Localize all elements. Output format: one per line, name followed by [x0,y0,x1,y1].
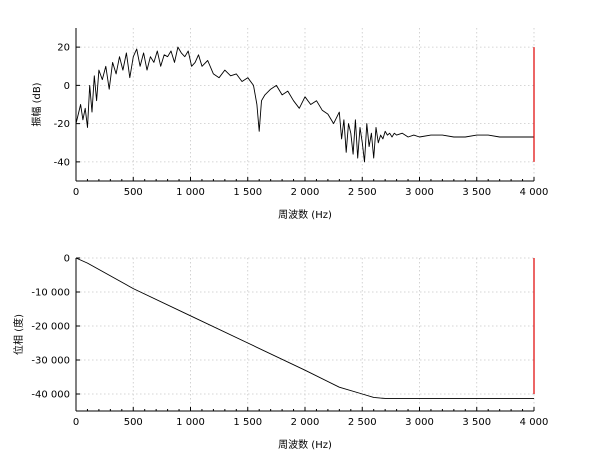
phase-chart: 0 500 1 000 1 500 2 000 2 500 3 000 3 500 4 000 … [12,254,548,452]
phase-series-line [75,257,534,399]
amplitude-ticks [75,46,535,181]
phase-x-tick-label-5: 2 500 [348,417,377,428]
amplitude-x-tick-label-5: 2 500 [348,187,377,198]
phase-x-tick-label-6: 3 000 [405,417,434,428]
phase-y-tick-labels: 0 -10 000 -20 000 -30 000 -40 000 [31,254,70,401]
amplitude-x-tick-label-8: 4 000 [520,187,549,198]
phase-x-tick-labels: 0 500 1 000 1 500 2 000 2 500 3 000 3 500 4 000 [73,417,549,428]
amplitude-x-tick-label-4: 2 000 [291,187,320,198]
amplitude-y-axis-label: 振幅 (dB) [30,82,43,126]
amplitude-y-tick-label-2: -20 [54,119,70,130]
amplitude-x-tick-label-7: 3 500 [462,187,491,198]
amplitude-y-tick-labels: 20 0 -20 -40 [54,43,70,169]
amplitude-x-tick-label-1: 500 [124,187,143,198]
phase-y-tick-label-2: -20 000 [31,322,70,333]
phase-y-tick-label-1: -10 000 [31,288,70,299]
amplitude-x-tick-labels: 0 500 1 000 1 500 2 000 2 500 3 000 3 500 4 000 [73,187,549,198]
phase-x-tick-label-7: 3 500 [462,417,491,428]
phase-x-tick-label-0: 0 [73,417,79,428]
amplitude-grid [76,28,535,181]
phase-y-tick-label-4: -40 000 [31,390,70,401]
amplitude-chart: 0 500 1 000 1 500 2 000 2 500 3 000 3 500 4 000 … [30,28,548,221]
amplitude-x-tick-label-2: 1 000 [176,187,205,198]
phase-x-tick-label-2: 1 000 [176,417,205,428]
amplitude-y-tick-label-1: 0 [64,81,70,92]
phase-x-tick-label-4: 2 000 [291,417,320,428]
phase-grid [76,257,535,411]
phase-y-tick-label-3: -30 000 [31,356,70,367]
amplitude-x-tick-label-0: 0 [73,187,79,198]
amplitude-x-tick-label-6: 3 000 [405,187,434,198]
amplitude-x-axis-label: 周波数 (Hz) [278,208,332,221]
amplitude-y-tick-label-0: 20 [57,43,70,54]
phase-x-tick-label-3: 1 500 [233,417,262,428]
phase-y-tick-label-0: 0 [64,254,70,265]
amplitude-x-tick-label-3: 1 500 [233,187,262,198]
amplitude-y-tick-label-3: -40 [54,157,70,168]
phase-x-axis-label: 周波数 (Hz) [278,438,332,451]
amplitude-series-line [75,46,534,163]
phase-x-tick-label-1: 500 [124,417,143,428]
phase-y-axis-label: 位相 (度) [12,314,25,355]
phase-x-tick-label-8: 4 000 [520,417,549,428]
